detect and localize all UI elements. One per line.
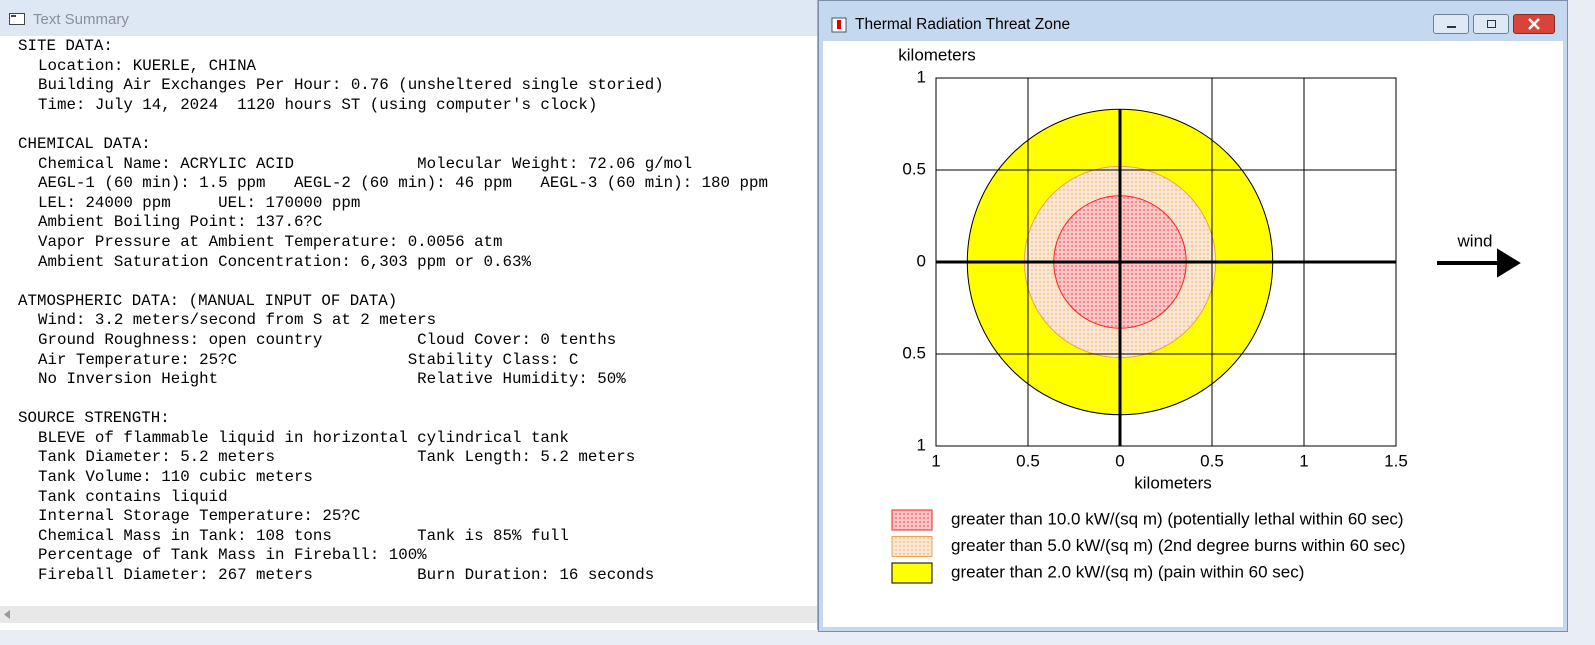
title-bar: Thermal Radiation Threat Zone [819,1,1567,41]
text-summary: SITE DATA: Location: KUERLE, CHINA Buildin… [0,36,768,605]
y-axis-label: kilometers [898,45,975,64]
text-line: Air Temperature: 25?C Stability Class: C [38,350,579,369]
text-line: Chemical Name: ACRYLIC ACID Molecular We… [38,154,693,173]
x-tick-label: 1 [931,451,940,470]
legend-label: greater than 10.0 kW/(sq m) (potentially… [951,509,1404,528]
icon [831,17,847,33]
scroll-left[interactable] [0,606,12,623]
legend-label: greater than 5.0 kW/(sq m) (2nd degree b… [951,536,1406,555]
text-line: Chemical Mass in Tank: 108 tons Tank is … [38,526,569,545]
text-line: No Inversion Height Relative Humidity: 5… [38,370,626,389]
text-line: Tank Diameter: 5.2 meters Tank Length: 5… [38,448,636,467]
text-line: Vapor Pressure at Ambient Temperature: 0… [38,232,503,251]
text-line: Location: KUERLE, CHINA [38,56,257,75]
legend-swatch [891,509,933,531]
chart-window: Thermal Radiation Threat Zone 1 0.5 0 0.5 1 1… [818,0,1568,632]
close-icon [1528,18,1540,30]
x-axis-label: kilometers [1134,473,1211,492]
text-line: BLEVE of flammable liquid in horizontal … [38,428,569,447]
minimize-button[interactable] [1433,14,1469,34]
chart: 1 0.5 0 0.5 1 1.5 1 0.5 0 0.5 1 kilometers kilometer… [891,45,1521,584]
text-line: Building Air Exchanges Per Hour: 0.76 (u… [38,76,664,95]
section-heading: ATMOSPHERIC DATA: (MANUAL INPUT OF DATA) [18,291,398,310]
text-line: AEGL-1 (60 min): 1.5 ppm AEGL-2 (60 min)… [38,174,768,193]
text-line: Time: July 14, 2024 1120 hours ST (using… [38,95,598,114]
window-title: Thermal Radiation Threat Zone [855,16,1071,33]
legend-swatch [891,562,933,584]
legend-swatch [891,536,933,557]
text-line: Tank contains liquid [38,487,228,506]
y-tick-label: 0 [917,251,926,270]
text-line: LEL: 24000 ppm UEL: 170000 ppm [38,193,361,212]
window-title: Text Summary [33,11,129,28]
section: CHEMICAL DATA: Chemical Name: ACRYLIC ACI… [0,135,768,272]
text-line: Ambient Saturation Concentration: 6,303 … [38,252,531,271]
x-tick-label: 0.5 [1200,451,1224,470]
y-tick-label: 0.5 [902,343,926,362]
section: SITE DATA: Location: KUERLE, CHINA Buildin… [0,37,768,115]
x-tick-label: 0.5 [1016,451,1040,470]
chart-area: 1 0.5 0 0.5 1 1.5 1 0.5 0 0.5 1 kilometers kilometer… [823,41,1563,627]
scrollbar[interactable] [0,606,817,623]
text-line: Fireball Diameter: 267 meters Burn Durat… [38,566,655,585]
x-tick-label: 0 [1115,451,1124,470]
x-tick-label: 1.5 [1384,451,1408,470]
annotation: wind [1457,231,1493,250]
y-tick-label: 0.5 [902,159,926,178]
wind-arrow [1437,248,1521,278]
title-bar: Text Summary [0,0,817,36]
icon [9,13,25,25]
text-window: Text Summary SITE DATA: Location: KUERLE,… [0,0,818,630]
x-tick-label: 1 [1299,451,1308,470]
maximize-button[interactable] [1473,14,1509,34]
text-line: Ground Roughness: open country Cloud Cov… [38,330,617,349]
text-line: Wind: 3.2 meters/second from S at 2 mete… [38,311,437,330]
section-heading: SOURCE STRENGTH: [18,409,170,428]
section-heading: SITE DATA: [18,37,113,55]
y-tick-label: 1 [917,67,926,86]
close-button[interactable] [1513,14,1555,34]
text-line: Percentage of Tank Mass in Fireball: 100… [38,546,427,565]
text-line: Ambient Boiling Point: 137.6?C [38,213,323,232]
legend-label: greater than 2.0 kW/(sq m) (pain within … [951,562,1304,581]
section: ATMOSPHERIC DATA: (MANUAL INPUT OF DATA)… [0,292,768,390]
y-tick-label: 1 [917,435,926,454]
section-heading: CHEMICAL DATA: [18,134,151,153]
section: SOURCE STRENGTH: BLEVE of flammable liqui… [0,409,768,585]
text-line: Internal Storage Temperature: 25?C [38,507,361,526]
text-line: Tank Volume: 110 cubic meters [38,468,313,487]
